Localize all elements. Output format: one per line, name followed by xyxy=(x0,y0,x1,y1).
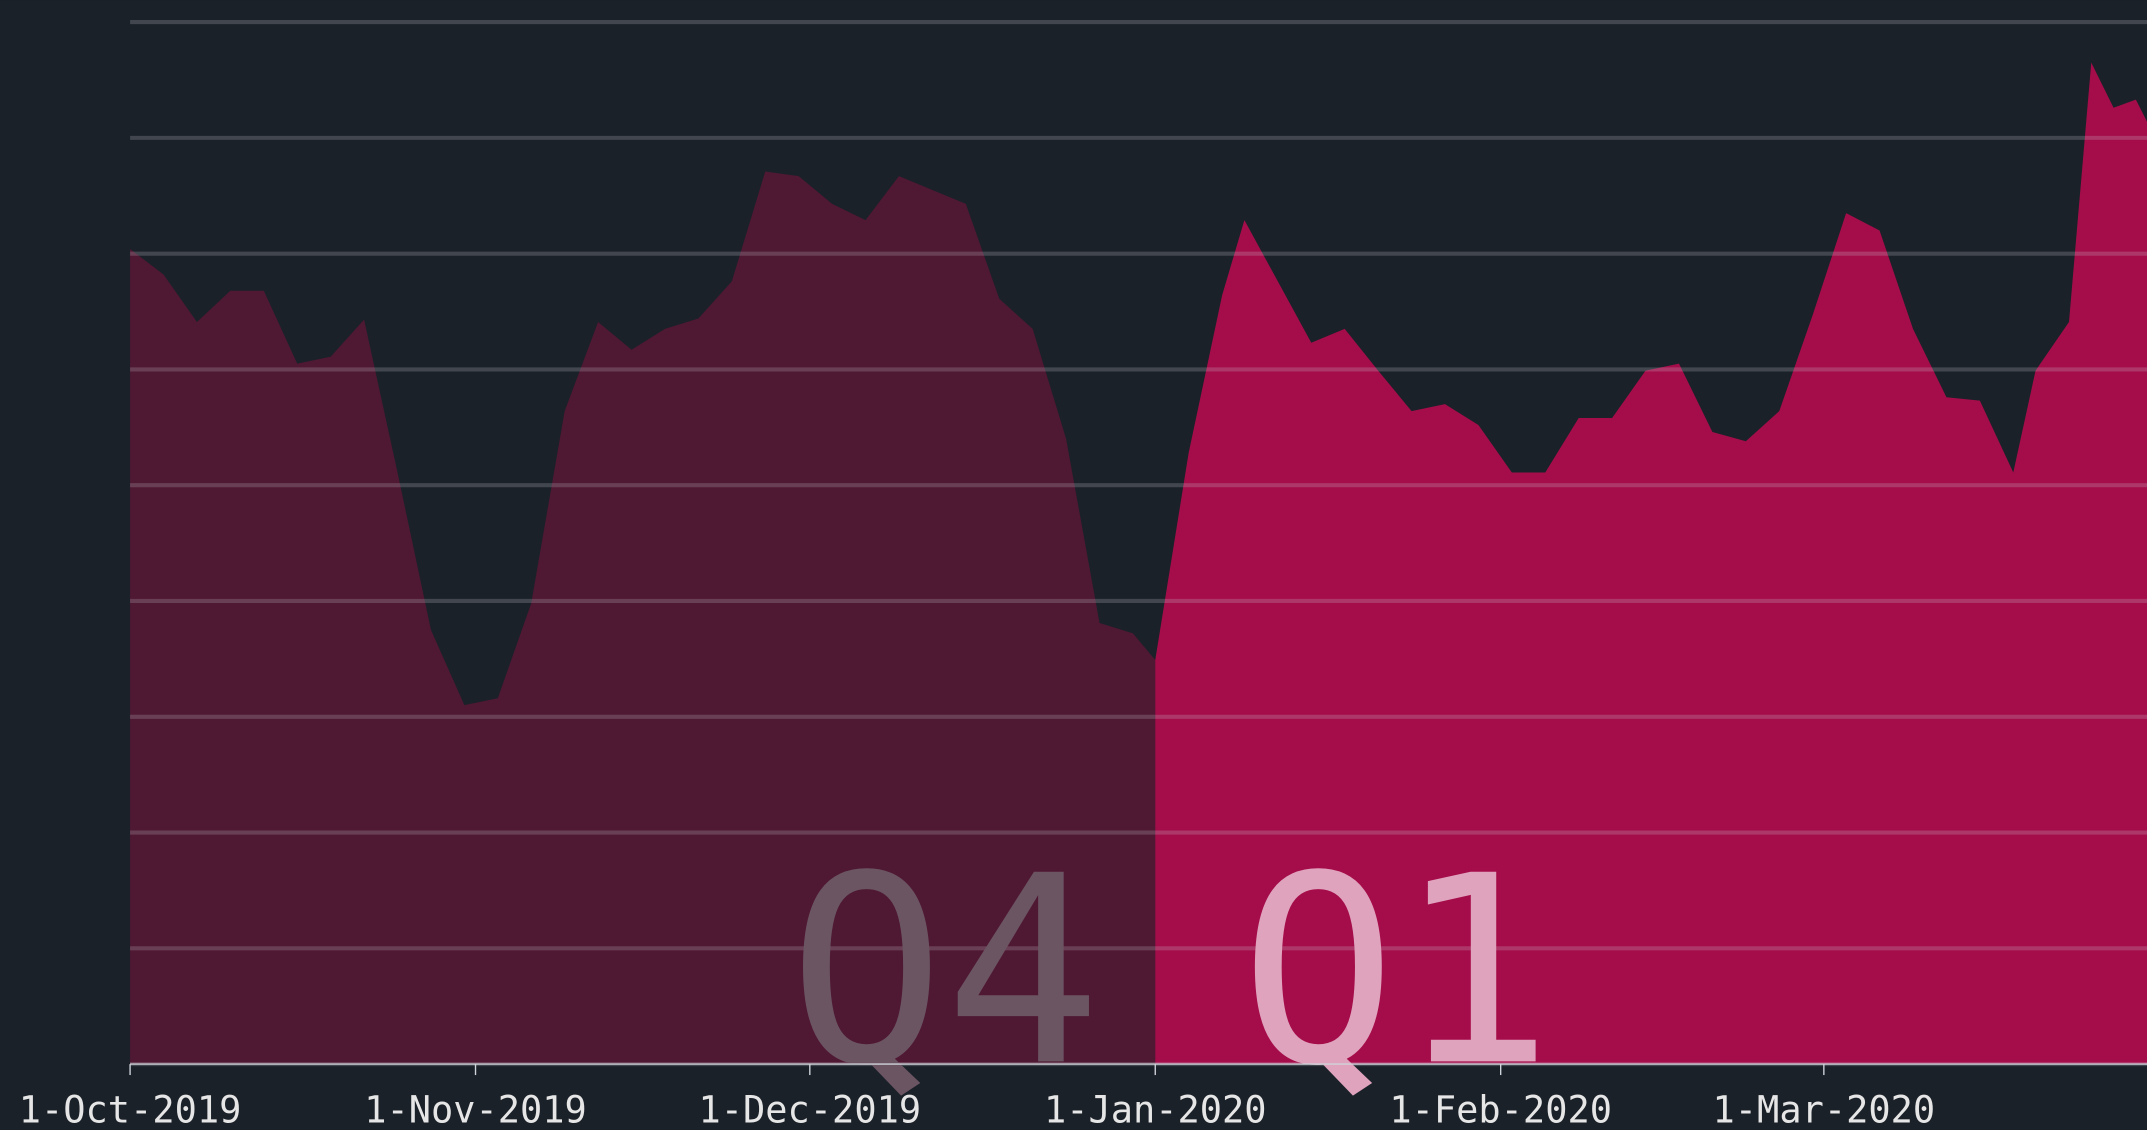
x-tick-label: 1-Nov-2019 xyxy=(364,1089,587,1130)
series-label: Q1 xyxy=(1240,821,1553,1123)
series-label: Q4 xyxy=(788,821,1101,1123)
x-tick-label: 1-Mar-2020 xyxy=(1713,1089,1936,1130)
area xyxy=(1155,62,2147,1065)
x-tick-label: 1-Oct-2019 xyxy=(19,1089,242,1130)
x-tick-label: 1-Feb-2020 xyxy=(1389,1089,1612,1130)
area xyxy=(130,171,1156,1065)
x-tick-label: 1-Dec-2019 xyxy=(699,1089,922,1130)
x-tick-label: 1-Jan-2020 xyxy=(1044,1089,1267,1130)
